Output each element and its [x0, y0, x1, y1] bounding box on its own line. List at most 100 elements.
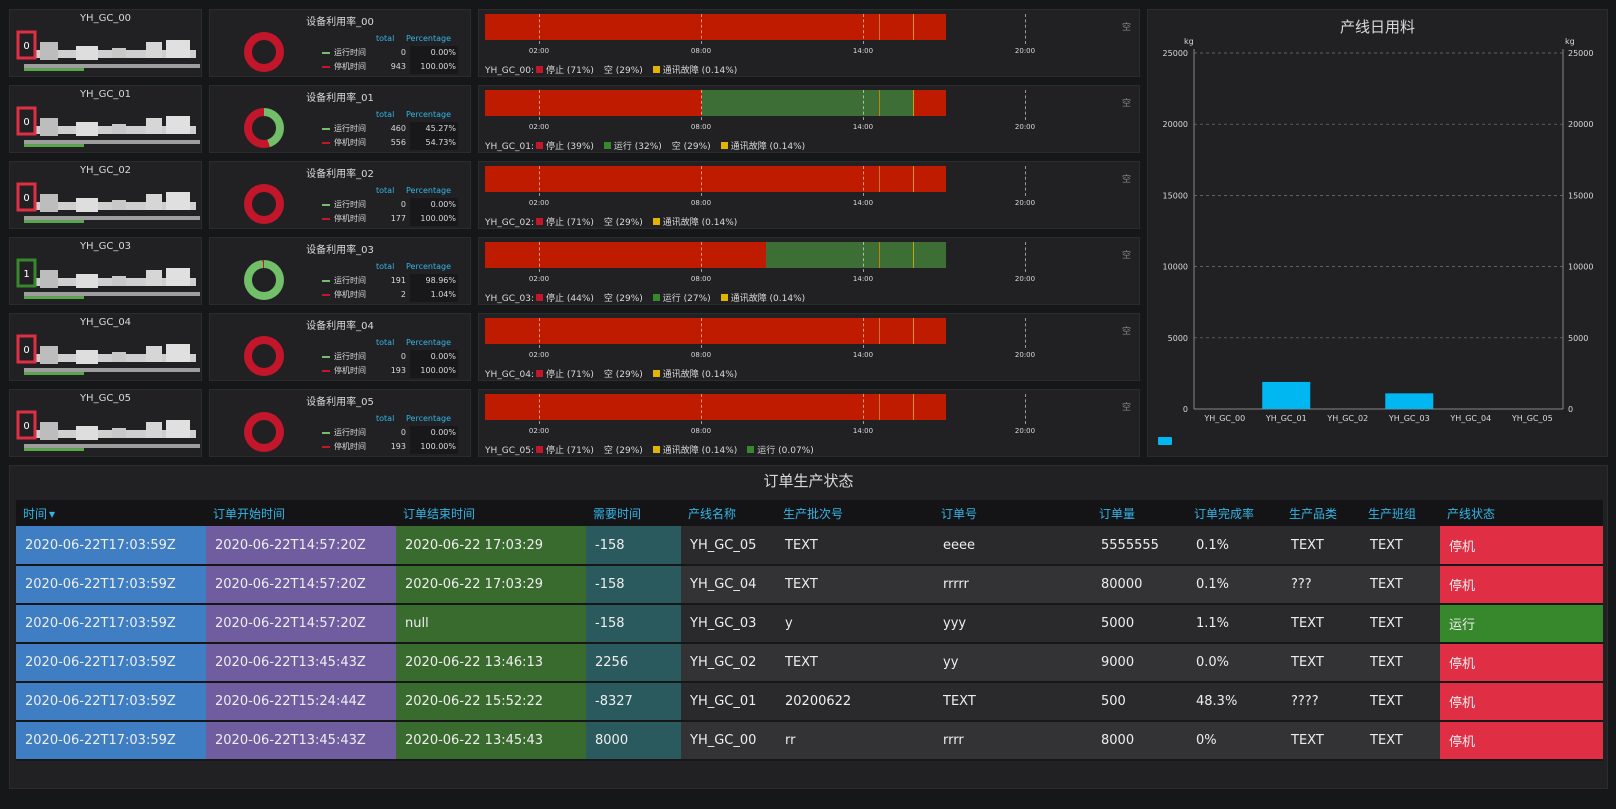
table-cell: YH_GC_04 — [681, 565, 776, 605]
legend-total: 0 — [400, 352, 406, 361]
timeline-empty-label: 空 — [1121, 99, 1131, 109]
legend-swatch-stop — [322, 66, 330, 68]
column-header-label: 产线状态 — [1447, 506, 1496, 521]
legend-header-total: total — [376, 186, 395, 195]
column-header-7[interactable]: 订单量 — [1092, 500, 1187, 526]
timeline-gridline — [539, 394, 540, 424]
table-cell: TEXT — [1361, 526, 1440, 566]
machine-panel: YH_GC_04 0 — [9, 313, 202, 381]
legend-color-swatch — [536, 66, 544, 73]
timeline-tick-label: 02:00 — [528, 275, 550, 283]
timeline-legend-label: 空 (29%) — [603, 370, 643, 380]
timeline-gridline — [539, 166, 540, 196]
timeline-gridline — [539, 14, 540, 44]
table-row[interactable]: 2020-06-22T17:03:59Z 2020-06-22T13:45:43Z… — [16, 643, 1603, 683]
x-tick-label: YH_GC_00 — [1203, 414, 1245, 423]
legend-percentage: 100.00% — [410, 440, 458, 454]
column-header-label: 订单号 — [941, 506, 978, 521]
table-row[interactable]: 2020-06-22T17:03:59Z 2020-06-22T14:57:20Z… — [16, 565, 1603, 605]
column-header-10[interactable]: 生产班组 — [1361, 500, 1440, 526]
legend-color-swatch — [652, 66, 660, 73]
timeline-tick-label: 20:00 — [1014, 275, 1036, 283]
legend-row-stop: 停机时间 177 100.00% — [322, 212, 462, 226]
timeline-gridline — [701, 90, 702, 120]
legend-header-percentage: Percentage — [406, 262, 452, 271]
timeline-legend-item: 停止 (71%) — [536, 63, 594, 76]
utilization-title: 设备利用率_04 — [306, 321, 374, 332]
timeline-tick-label: 02:00 — [528, 123, 550, 131]
utilization-panel: 设备利用率_03 total Percentage 运行时间 191 98.96% 停机时间… — [209, 237, 471, 305]
column-header-1[interactable]: 订单开始时间 — [206, 500, 396, 526]
legend-label: 停机时间 — [334, 442, 366, 451]
table-cell: yyy — [934, 604, 1092, 644]
column-header-2[interactable]: 订单结束时间 — [396, 500, 586, 526]
column-header-3[interactable]: 需要时间 — [586, 500, 681, 526]
utilization-legend: total Percentage 运行时间 0 0.00% 停机时间 193 100.00% — [322, 412, 462, 454]
timeline-gridline — [539, 90, 540, 120]
timeline-legend: YH_GC_02: 停止 (71%) 空 (29%) 通讯故障 (0.14%) — [485, 215, 747, 228]
table-cell: TEXT — [1282, 721, 1361, 761]
column-header-9[interactable]: 生产品类 — [1282, 500, 1361, 526]
legend-row-run: 运行时间 0 0.00% — [322, 198, 462, 212]
timeline-legend-item: 停止 (44%) — [536, 291, 594, 304]
column-header-6[interactable]: 订单号 — [934, 500, 1092, 526]
legend-percentage: 100.00% — [410, 60, 458, 74]
timeline-legend-label: 通讯故障 (0.14%) — [730, 142, 806, 152]
table-cell: rrrr — [934, 721, 1092, 761]
timeline-gridline — [539, 242, 540, 272]
chart-bar — [1262, 381, 1311, 409]
table-row[interactable]: 2020-06-22T17:03:59Z 2020-06-22T14:57:20Z… — [16, 526, 1603, 566]
table-cell: rr — [776, 721, 934, 761]
table-cell: 2020-06-22T17:03:59Z — [16, 604, 206, 644]
y-unit-left: kg — [1184, 37, 1194, 46]
legend-row-run: 运行时间 0 0.00% — [322, 46, 462, 60]
timeline-marker — [879, 14, 881, 40]
timeline-legend: YH_GC_04: 停止 (71%) 空 (29%) 通讯故障 (0.14%) — [485, 367, 747, 380]
timeline-legend-label: YH_GC_02: — [485, 218, 535, 228]
x-tick-label: YH_GC_05 — [1511, 414, 1553, 423]
column-header-8[interactable]: 订单完成率 — [1187, 500, 1282, 526]
chart-bar — [1385, 393, 1434, 409]
timeline-legend-item: 空 (29%) — [604, 443, 643, 456]
machine-state-value: 0 — [23, 193, 29, 204]
timeline-empty-label: 空 — [1121, 403, 1131, 413]
table-row[interactable]: 2020-06-22T17:03:59Z 2020-06-22T13:45:43Z… — [16, 721, 1603, 761]
legend-header-total: total — [376, 338, 395, 347]
timeline-legend: YH_GC_03: 停止 (44%) 空 (29%) 运行 (27%) 通讯故障 (0… — [485, 291, 815, 304]
legend-row-stop: 停机时间 193 100.00% — [322, 440, 462, 454]
table-cell: 2020-06-22T13:45:43Z — [206, 643, 396, 683]
status-cell: 停机 — [1440, 643, 1603, 683]
table-row[interactable]: 2020-06-22T17:03:59Z 2020-06-22T14:57:20Z… — [16, 604, 1603, 644]
table-cell: 48.3% — [1187, 682, 1282, 722]
machine-panel: YH_GC_02 0 — [9, 161, 202, 229]
legend-total: 556 — [390, 138, 406, 147]
table-cell: TEXT — [1361, 643, 1440, 683]
status-cell: 停机 — [1440, 526, 1603, 566]
table-cell: 2020-06-22T14:57:20Z — [206, 604, 396, 644]
utilization-legend: total Percentage 运行时间 0 0.00% 停机时间 177 100.00% — [322, 184, 462, 226]
timeline-gridline — [863, 242, 864, 272]
x-tick-label: YH_GC_02 — [1326, 414, 1368, 423]
timeline-tick-label: 08:00 — [690, 123, 712, 131]
y-tick-label-left: 0 — [1183, 405, 1188, 414]
column-header-4[interactable]: 产线名称 — [681, 500, 776, 526]
table-cell: 2020-06-22T17:03:59Z — [16, 682, 206, 722]
machine-state-value: 0 — [23, 41, 29, 52]
column-header-0[interactable]: 时间 ▾ — [16, 500, 206, 526]
utilization-title: 设备利用率_02 — [306, 169, 374, 180]
timeline-legend-item: YH_GC_05: — [485, 446, 534, 456]
column-header-5[interactable]: 生产批次号 — [776, 500, 934, 526]
timeline-legend-item: 通讯故障 (0.14%) — [720, 139, 806, 152]
y-tick-label-left: 25000 — [1163, 49, 1188, 58]
table-row[interactable]: 2020-06-22T17:03:59Z 2020-06-22T15:24:44Z… — [16, 682, 1603, 722]
sort-desc-icon[interactable]: ▾ — [49, 506, 56, 521]
timeline-legend-item: YH_GC_03: — [485, 294, 534, 304]
legend-percentage: 100.00% — [410, 364, 458, 378]
timeline-legend-label: YH_GC_04: — [485, 370, 535, 380]
legend-swatch-run — [322, 204, 330, 206]
column-header-11[interactable]: 产线状态 — [1440, 500, 1603, 526]
legend-percentage: 45.27% — [410, 122, 458, 136]
machine-panel: YH_GC_00 0 — [9, 9, 202, 77]
timeline-marker — [879, 394, 881, 420]
machine-state-value: 0 — [23, 421, 29, 432]
